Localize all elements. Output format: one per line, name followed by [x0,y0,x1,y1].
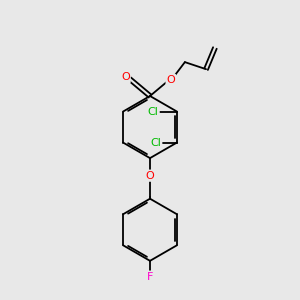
Text: O: O [167,75,175,85]
Text: O: O [146,171,154,181]
Text: F: F [147,272,153,282]
Text: Cl: Cl [150,138,161,148]
Text: O: O [121,72,130,82]
Text: Cl: Cl [148,106,159,116]
